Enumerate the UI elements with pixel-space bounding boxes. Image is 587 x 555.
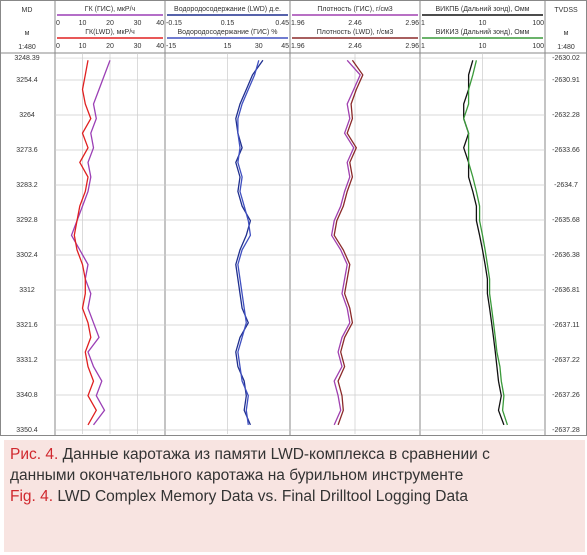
- curve-name: ВИКИЗ (Дальний зонд), Омм: [436, 28, 530, 36]
- x-tick-label: 45: [281, 43, 289, 50]
- log-curve: [330, 59, 361, 426]
- y-tick-label: 3312: [19, 287, 35, 294]
- x-tick-label: 2.96: [405, 43, 419, 50]
- caption: Рис. 4. Данные каротажа из памяти LWD-ко…: [4, 440, 585, 552]
- x-tick-label: 2.96: [405, 20, 419, 27]
- tvdss-tick-label: -2633.66: [552, 147, 580, 154]
- tvdss-tick-label: -2630.91: [552, 77, 580, 84]
- x-tick-label: 10: [79, 20, 87, 27]
- x-tick-label: 30: [255, 43, 263, 50]
- depth-title: MD: [22, 7, 33, 14]
- y-tick-label: 3283.2: [16, 182, 38, 189]
- x-tick-label: 10: [479, 43, 487, 50]
- curve-name: ВИКПБ (Дальний зонд), Омм: [436, 5, 530, 13]
- y-tick-label: 3264: [19, 112, 35, 119]
- curve-name: Плотность (LWD), г/см3: [317, 29, 394, 36]
- log-curve: [237, 60, 260, 425]
- tvdss-tick-label: -2634.7: [554, 182, 578, 189]
- y-tick-label: 3292.8: [16, 217, 38, 224]
- curve-name: Водородосодержание (LWD) д.е.: [174, 6, 281, 13]
- x-tick-label: 1: [421, 43, 425, 50]
- caption-label: Fig. 4.: [10, 488, 54, 505]
- y-tick-label: 3350.4: [16, 427, 38, 434]
- tvdss-tick-label: -2632.28: [552, 112, 580, 119]
- y-tick-label: 3321.6: [16, 322, 38, 329]
- x-tick-label: 20: [106, 43, 114, 50]
- x-tick-label: 30: [134, 43, 142, 50]
- x-tick-label: 40: [156, 20, 164, 27]
- curve-name: ГК (ГИС), мкР/ч: [85, 6, 136, 13]
- tvdss-title: TVDSS: [554, 7, 578, 14]
- caption-en: Fig. 4. LWD Complex Memory Data vs. Fina…: [10, 486, 581, 507]
- tvdss-tick-label: -2635.68: [552, 217, 580, 224]
- tvdss-tick-label: -2630.02: [552, 55, 580, 62]
- x-tick-label: 0: [56, 43, 60, 50]
- x-tick-label: 0: [56, 20, 60, 27]
- y-tick-label: 3254.4: [16, 77, 38, 84]
- x-tick-label: 0.15: [221, 20, 235, 27]
- log-chart: MD м 1:480 TVDSS м 1:480 3248.39 -2630.02 3254.4…: [0, 0, 587, 436]
- tvdss-tick-label: -2636.38: [552, 252, 580, 259]
- depth-scale: 1:480: [18, 44, 36, 51]
- curve-name: Водородосодержание (ГИС) %: [177, 29, 277, 36]
- y-tick-label: 3302.4: [16, 252, 38, 259]
- tvdss-tick-label: -2637.22: [552, 357, 580, 364]
- x-tick-label: 2.46: [348, 43, 362, 50]
- y-tick-label: 3273.6: [16, 147, 38, 154]
- frame: [0, 0, 587, 436]
- curve-name: Плотность (ГИС), г/см3: [317, 6, 392, 13]
- x-tick-label: 1.96: [291, 20, 305, 27]
- tvdss-scale: 1:480: [557, 44, 575, 51]
- x-tick-label: 2.46: [348, 20, 362, 27]
- x-tick-label: 100: [532, 20, 544, 27]
- x-tick-label: 20: [106, 20, 114, 27]
- log-curve: [73, 60, 98, 426]
- tvdss-tick-label: -2637.11: [552, 322, 579, 329]
- x-tick-label: 40: [156, 43, 164, 50]
- caption-ru: Рис. 4. Данные каротажа из памяти LWD-ко…: [10, 444, 490, 486]
- y-tick-label: 3331.2: [16, 357, 38, 364]
- tvdss-tick-label: -2637.28: [552, 427, 580, 434]
- log-curve: [333, 59, 364, 426]
- y-tick-label: 3248.39: [14, 55, 39, 62]
- x-tick-label: 10: [79, 43, 87, 50]
- x-tick-label: 1.96: [291, 43, 305, 50]
- curve-name: ГК(LWD), мкР/ч: [85, 29, 135, 36]
- caption-text: Данные каротажа из памяти LWD-комплекса …: [10, 446, 490, 484]
- x-tick-label: -0.15: [166, 20, 182, 27]
- x-tick-label: 1: [421, 20, 425, 27]
- x-tick-label: 30: [134, 20, 142, 27]
- x-tick-label: 100: [532, 43, 544, 50]
- tvdss-tick-label: -2637.26: [552, 392, 580, 399]
- log-curve: [463, 60, 509, 426]
- depth-unit: м: [25, 30, 30, 37]
- log-curve: [235, 59, 264, 426]
- x-tick-label: -15: [166, 43, 176, 50]
- x-tick-label: 0.45: [275, 20, 289, 27]
- caption-text: LWD Complex Memory Data vs. Final Drillt…: [57, 488, 468, 505]
- caption-label: Рис. 4.: [10, 446, 59, 463]
- x-tick-label: 15: [224, 43, 232, 50]
- tvdss-tick-label: -2636.81: [552, 287, 580, 294]
- y-tick-label: 3340.8: [16, 392, 38, 399]
- x-tick-label: 10: [479, 20, 487, 27]
- tvdss-unit: м: [564, 30, 569, 37]
